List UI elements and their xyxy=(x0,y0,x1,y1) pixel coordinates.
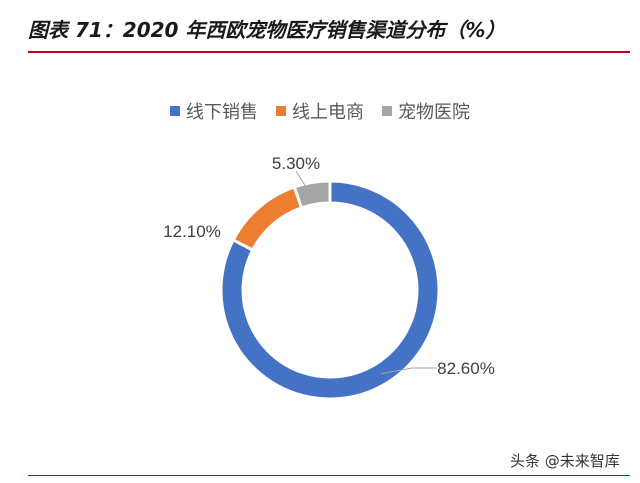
data-label-online: 12.10% xyxy=(163,222,221,241)
watermark: 头条 @未来智库 xyxy=(510,452,620,470)
legend-item-offline: 线下销售 xyxy=(170,98,258,124)
legend-swatch-hospital xyxy=(382,106,392,116)
legend-label-offline: 线下销售 xyxy=(186,102,258,123)
slice-online xyxy=(231,185,304,253)
legend-label-hospital: 宠物医院 xyxy=(398,102,470,123)
bottom-divider xyxy=(28,475,630,476)
legend-label-online: 线上电商 xyxy=(292,102,364,123)
leader-line xyxy=(380,367,437,375)
legend-item-online: 线上电商 xyxy=(276,98,364,124)
slice-offline xyxy=(219,179,441,401)
legend-item-hospital: 宠物医院 xyxy=(382,98,470,124)
title-divider xyxy=(28,51,630,53)
data-label-offline: 82.60% xyxy=(437,359,495,378)
data-label-hospital: 5.30% xyxy=(272,154,320,173)
chart-title: 图表 71：2020 年西欧宠物医疗销售渠道分布（%） xyxy=(28,18,506,42)
legend-swatch-online xyxy=(276,106,286,116)
leader-line xyxy=(295,170,315,194)
slice-hospital xyxy=(292,179,332,210)
legend-swatch-offline xyxy=(170,106,180,116)
chart-legend: 线下销售 线上电商 宠物医院 xyxy=(0,98,640,124)
